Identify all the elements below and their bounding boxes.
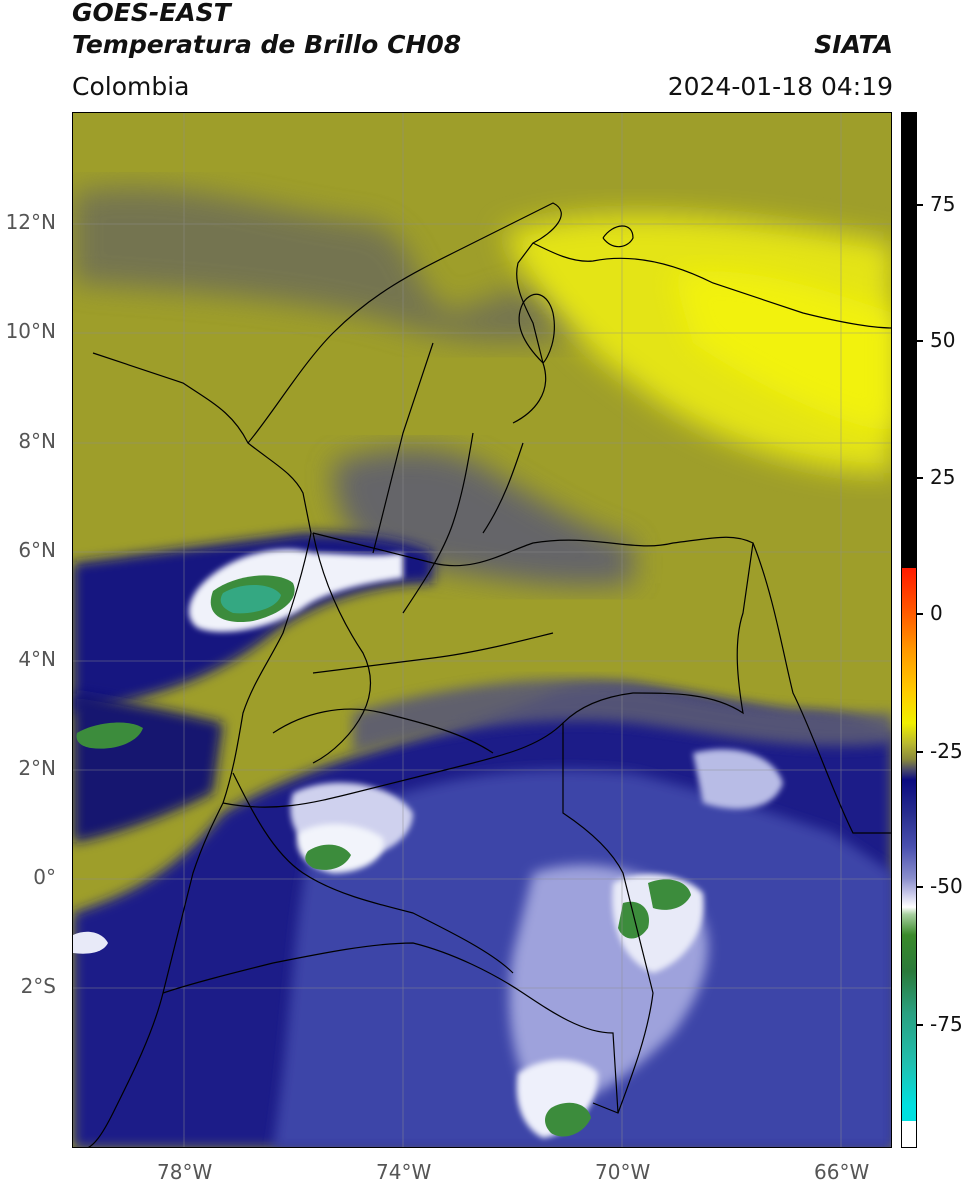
colorbar <box>901 112 917 1148</box>
satellite-title: GOES-EAST <box>72 0 231 27</box>
map-image <box>73 113 891 1147</box>
satellite-map[interactable] <box>72 112 892 1148</box>
agency-label: SIATA <box>814 30 893 59</box>
lat-tick-label: 8°N <box>18 429 56 453</box>
timestamp-label: 2024-01-18 04:19 <box>667 72 893 101</box>
lat-tick-label: 6°N <box>18 538 56 562</box>
colorbar-tick <box>917 1024 923 1026</box>
product-title: Temperatura de Brillo CH08 <box>72 30 462 59</box>
colorbar-label: 50 <box>930 328 956 352</box>
colorbar-tick <box>917 204 923 206</box>
lon-tick-label: 74°W <box>376 1160 432 1184</box>
colorbar-label: 25 <box>930 465 956 489</box>
region-label: Colombia <box>72 72 190 101</box>
colorbar-tick <box>917 751 923 753</box>
colorbar-tick <box>917 340 923 342</box>
colorbar-label: 75 <box>930 192 956 216</box>
colorbar-label: -75 <box>930 1012 963 1036</box>
colorbar-label: 0 <box>930 601 943 625</box>
lat-tick-label: 0° <box>33 865 56 889</box>
colorbar-tick <box>917 886 923 888</box>
lat-tick-label: 12°N <box>5 210 56 234</box>
lat-tick-label: 10°N <box>5 319 56 343</box>
lon-tick-label: 70°W <box>595 1160 651 1184</box>
colorbar-tick <box>917 477 923 479</box>
lat-tick-label: 2°N <box>18 756 56 780</box>
colorbar-label: -50 <box>930 874 963 898</box>
lat-tick-label: 4°N <box>18 647 56 671</box>
lon-tick-label: 66°W <box>814 1160 870 1184</box>
lon-tick-label: 78°W <box>157 1160 213 1184</box>
lat-tick-label: 2°S <box>20 974 56 998</box>
colorbar-label: -25 <box>930 739 963 763</box>
colorbar-tick <box>917 613 923 615</box>
